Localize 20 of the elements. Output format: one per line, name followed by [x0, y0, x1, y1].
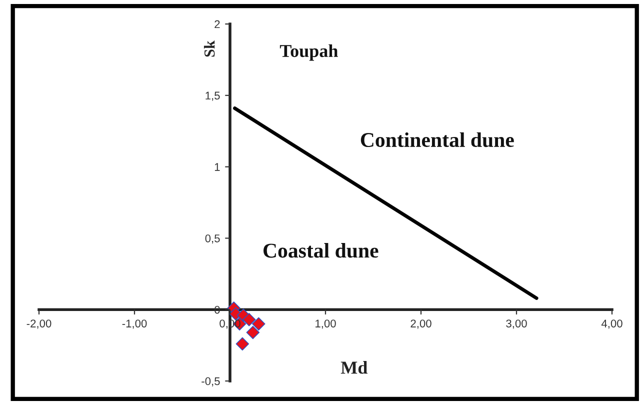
y-tick-label: 1 [214, 163, 220, 171]
x-tick-label: -1,00 [122, 320, 147, 329]
y-tick-label: 1,5 [206, 92, 220, 101]
annotation: Continental dune [360, 132, 514, 148]
annotation: Coastal dune [263, 243, 378, 258]
annotation: Toupah [280, 44, 338, 61]
point [242, 312, 256, 326]
y-axis-title: Sk [204, 40, 215, 57]
y-tick-label: -0,5 [202, 377, 220, 386]
x-tick-label: 4,00 [601, 320, 622, 329]
x-tick-label: 1,00 [316, 320, 336, 329]
point [246, 326, 260, 340]
point [252, 317, 266, 331]
y-tick-label: 0,5 [205, 234, 220, 244]
x-axis-title: Md [340, 361, 368, 374]
x-tick-label: 3,00 [506, 320, 527, 329]
point [236, 337, 250, 351]
y-tick-label: 2 [214, 20, 220, 28]
x-tick-label: 2,00 [410, 320, 432, 329]
x-tick-label: -2,00 [26, 320, 52, 329]
